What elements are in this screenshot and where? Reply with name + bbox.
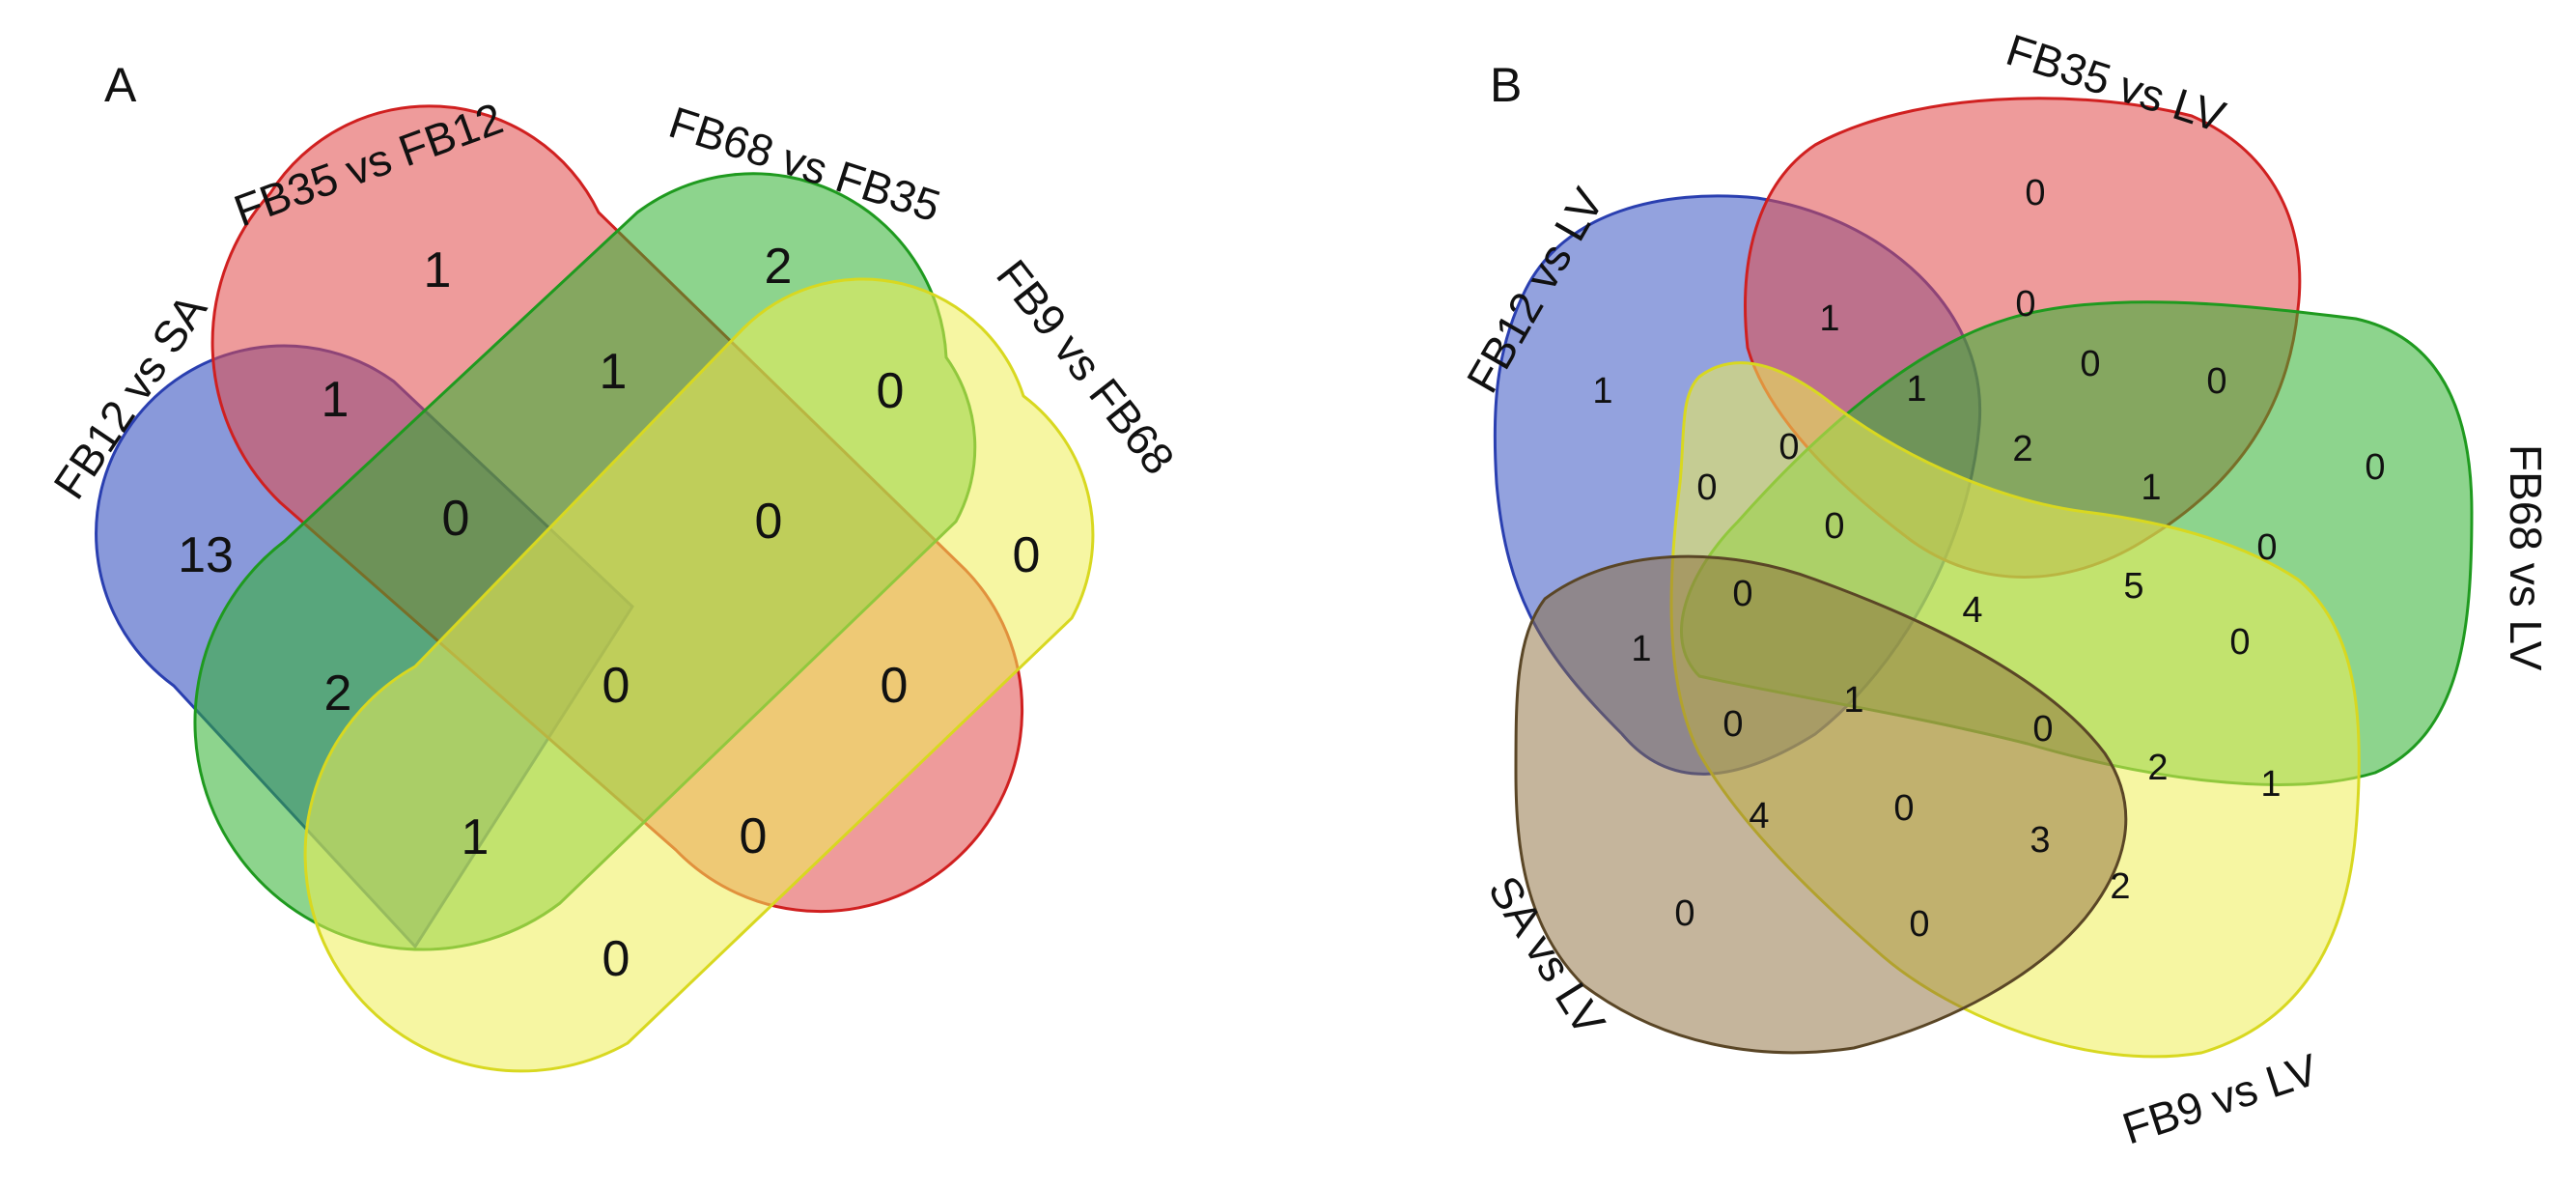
count-a-fb12-fb35: 1 [322, 372, 350, 428]
count-a-fb12-only: 13 [178, 527, 234, 583]
count-b-r16: 0 [2256, 527, 2277, 568]
count-b-r15: 5 [2123, 566, 2143, 607]
count-b-r22: 0 [2032, 709, 2053, 750]
count-b-r04: 0 [2080, 344, 2100, 384]
count-b-r19: 0 [2229, 622, 2250, 663]
count-b-r03: 0 [2015, 284, 2035, 325]
set-fb9-vs-fb68 [303, 277, 1095, 1073]
count-a-fb12-fb35-fb9: 0 [740, 808, 768, 864]
count-b-r07: 1 [1906, 369, 1926, 410]
count-b-r28: 0 [1674, 893, 1694, 934]
count-b-r18: 1 [1631, 629, 1651, 669]
count-a-fb12-fb9: 0 [602, 931, 630, 987]
count-a-fb12-fb68: 2 [324, 665, 352, 722]
label-fb68-vs-lv: FB68 vs LV [2501, 444, 2551, 671]
count-b-r24: 1 [2260, 764, 2281, 805]
count-a-fb9-only: 0 [1013, 527, 1041, 583]
count-a-all-four: 0 [602, 658, 630, 714]
count-b-r20: 1 [1843, 680, 1863, 721]
count-b-r14: 4 [1962, 590, 1982, 631]
count-b-r11: 0 [1696, 467, 1717, 508]
count-a-fb68-fb9: 0 [877, 363, 905, 419]
count-a-fb12-fb68-fb9: 1 [462, 809, 490, 865]
panel-a: A FB12 vs SA FB35 vs FB12 FB68 vs FB35 F… [43, 58, 1185, 1073]
count-b-r21: 0 [1722, 704, 1743, 745]
count-a-fb35-fb9: 0 [881, 658, 909, 714]
label-fb9-vs-lv: FB9 vs LV [2116, 1043, 2324, 1153]
count-a-fb12-fb35-fb68: 0 [442, 491, 470, 547]
count-b-r25: 4 [1749, 796, 1769, 836]
count-a-fb35-only: 1 [424, 242, 452, 298]
count-a-fb68-only: 2 [765, 239, 793, 295]
count-b-r02: 1 [1819, 298, 1839, 339]
count-b-r08: 2 [2012, 429, 2032, 469]
panel-a-letter: A [104, 58, 137, 112]
count-b-r01: 0 [2025, 173, 2045, 213]
count-b-r06: 1 [1592, 371, 1612, 411]
count-b-r30: 2 [2110, 866, 2130, 907]
count-b-r09: 1 [2141, 467, 2161, 508]
panel-b: B FB12 vs LV FB35 vs LV FB68 vs LV FB9 v… [1457, 24, 2551, 1153]
count-b-r26: 0 [1893, 788, 1914, 829]
count-b-r10: 0 [2365, 447, 2385, 488]
count-b-r29: 0 [1909, 904, 1929, 945]
panel-b-letter: B [1490, 58, 1522, 112]
count-b-r23: 2 [2147, 748, 2168, 788]
count-a-fb35-fb68-fb9: 0 [755, 494, 783, 550]
count-b-r27: 3 [2030, 820, 2050, 861]
count-b-r13: 0 [1824, 506, 1844, 547]
count-a-fb35-fb68: 1 [600, 344, 628, 400]
count-b-r12: 0 [1778, 427, 1799, 467]
count-b-r05: 0 [2206, 361, 2226, 402]
set-sa-vs-lv [1514, 554, 2128, 1055]
count-b-r17: 0 [1732, 574, 1752, 614]
